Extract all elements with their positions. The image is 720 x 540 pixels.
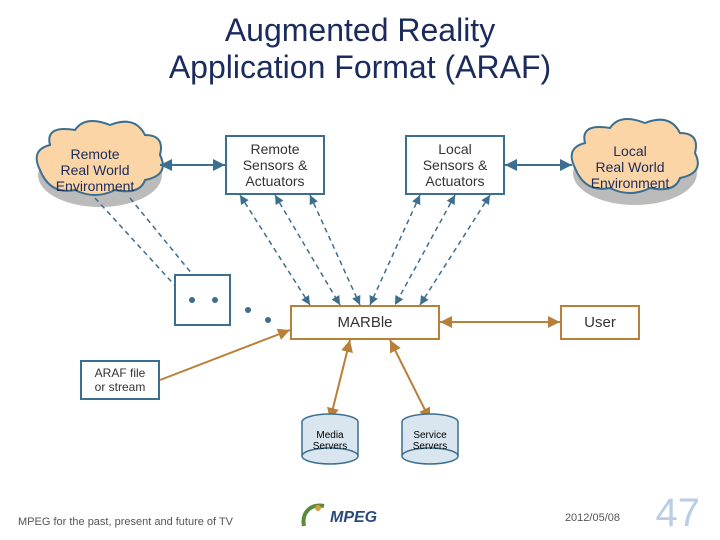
node-araf-file: ARAF fileor stream — [80, 360, 160, 400]
page-number: 47 — [656, 491, 701, 536]
mpeg-logo-icon: MPEG — [300, 500, 390, 532]
footer-date: 2012/05/08 — [565, 512, 620, 524]
small-rect — [175, 275, 230, 325]
svg-text:MPEG: MPEG — [330, 509, 377, 526]
node-remote-sa: RemoteSensors &Actuators — [225, 135, 325, 195]
edge-remote-env-down-2 — [130, 198, 215, 302]
edge-remote-env-down-1 — [95, 198, 190, 302]
node-marble: MARBle — [290, 305, 440, 340]
node-media-servers-label: MediaServers — [302, 430, 358, 452]
node-service-servers-label: ServiceServers — [402, 430, 458, 452]
edge-remote-sa-marble-3 — [310, 195, 360, 305]
edge-local-sa-marble-1 — [370, 195, 420, 305]
node-remote-env-label: RemoteReal WorldEnvironment — [30, 135, 160, 205]
edge-remote-sa-marble-1 — [240, 195, 310, 305]
node-local-env-label: LocalReal WorldEnvironment — [565, 132, 695, 202]
node-local-sa: LocalSensors &Actuators — [405, 135, 505, 195]
page-title: Augmented RealityApplication Format (ARA… — [0, 12, 720, 86]
edge-service-marble — [390, 340, 430, 420]
edge-local-sa-marble-2 — [395, 195, 455, 305]
edge-remote-sa-marble-2 — [275, 195, 340, 305]
footer-text: MPEG for the past, present and future of… — [18, 516, 233, 528]
edge-media-marble — [330, 340, 350, 420]
edge-local-sa-marble-3 — [420, 195, 490, 305]
node-user: User — [560, 305, 640, 340]
edge-araf-marble — [160, 330, 290, 380]
